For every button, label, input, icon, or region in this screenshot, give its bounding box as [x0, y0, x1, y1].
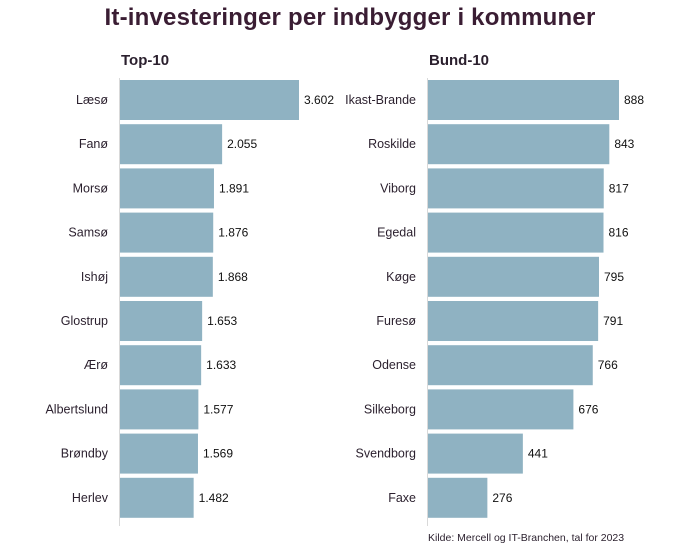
- bund10-value-label-4: 816: [609, 226, 629, 240]
- top10-category-label-10: Herlev: [72, 491, 109, 505]
- top10-bar-5: [120, 256, 213, 297]
- top10-value-label-2: 2.055: [227, 137, 257, 151]
- top10-value-label-8: 1.577: [203, 402, 233, 416]
- top10-category-label-6: Glostrup: [61, 314, 108, 328]
- top10-value-label-3: 1.891: [219, 181, 249, 195]
- bund10-value-label-1: 888: [624, 93, 644, 107]
- top10-bar-9: [120, 433, 198, 474]
- bund10-category-label-5: Køge: [386, 270, 416, 284]
- bund10-category-label-3: Viborg: [380, 181, 416, 195]
- top10-bar-4: [120, 212, 214, 253]
- top10-bar-3: [120, 168, 214, 209]
- bund10-value-label-10: 276: [492, 491, 512, 505]
- top10-panel-title: Top-10: [121, 52, 169, 69]
- chart-title: It-investeringer per indbygger i kommune…: [104, 4, 596, 31]
- top10-category-label-5: Ishøj: [81, 270, 108, 284]
- bund10-bar-4: [428, 212, 604, 253]
- top10-value-label-6: 1.653: [207, 314, 237, 328]
- top10-value-label-10: 1.482: [199, 491, 229, 505]
- bund10-category-label-9: Svendborg: [356, 447, 417, 461]
- top10-value-label-1: 3.602: [304, 93, 334, 107]
- top10-category-label-4: Samsø: [68, 226, 108, 240]
- top10-bar-2: [120, 124, 223, 165]
- bund10-category-label-8: Silkeborg: [364, 402, 416, 416]
- bund10-category-label-10: Faxe: [388, 491, 416, 505]
- bund10-panel-title: Bund-10: [429, 52, 489, 69]
- top10-value-label-7: 1.633: [206, 358, 236, 372]
- top10-category-label-2: Fanø: [79, 137, 109, 151]
- bund10-bar-2: [428, 124, 610, 165]
- top10-bar-6: [120, 301, 203, 341]
- bund10-category-label-7: Odense: [372, 358, 416, 372]
- top10-category-label-1: Læsø: [76, 93, 108, 107]
- top10-bar-8: [120, 389, 199, 430]
- bund10-bar-7: [428, 345, 593, 386]
- bund10-bar-1: [428, 80, 619, 120]
- top10-category-label-9: Brøndby: [61, 447, 109, 461]
- top10-category-label-3: Morsø: [73, 181, 109, 195]
- top10-category-label-8: Albertslund: [45, 402, 108, 416]
- top10-value-label-5: 1.868: [218, 270, 248, 284]
- bund10-bar-5: [428, 256, 599, 297]
- top10-category-label-7: Ærø: [84, 358, 109, 372]
- bund10-value-label-7: 766: [598, 358, 618, 372]
- bund10-category-label-6: Furesø: [376, 314, 416, 328]
- top10-value-label-9: 1.569: [203, 447, 233, 461]
- bund10-bar-10: [428, 477, 488, 518]
- bund10-bar-9: [428, 433, 523, 474]
- bund10-category-label-2: Roskilde: [368, 137, 416, 151]
- top10-bar-7: [120, 345, 202, 386]
- bund10-category-label-4: Egedal: [377, 226, 416, 240]
- top10-bar-10: [120, 477, 194, 518]
- bund10-value-label-5: 795: [604, 270, 624, 284]
- bund10-bar-3: [428, 168, 604, 209]
- source-note: Kilde: Mercell og IT-Branchen, tal for 2…: [428, 532, 625, 544]
- bund10-bar-6: [428, 301, 599, 341]
- bund10-bar-8: [428, 389, 574, 430]
- bund10-category-label-1: Ikast-Brande: [345, 93, 416, 107]
- bund10-value-label-9: 441: [528, 447, 548, 461]
- bund10-value-label-2: 843: [614, 137, 634, 151]
- bund10-value-label-6: 791: [603, 314, 623, 328]
- bund10-value-label-8: 676: [578, 402, 598, 416]
- bund10-value-label-3: 817: [609, 181, 629, 195]
- top10-value-label-4: 1.876: [218, 226, 248, 240]
- top10-bar-1: [120, 80, 299, 120]
